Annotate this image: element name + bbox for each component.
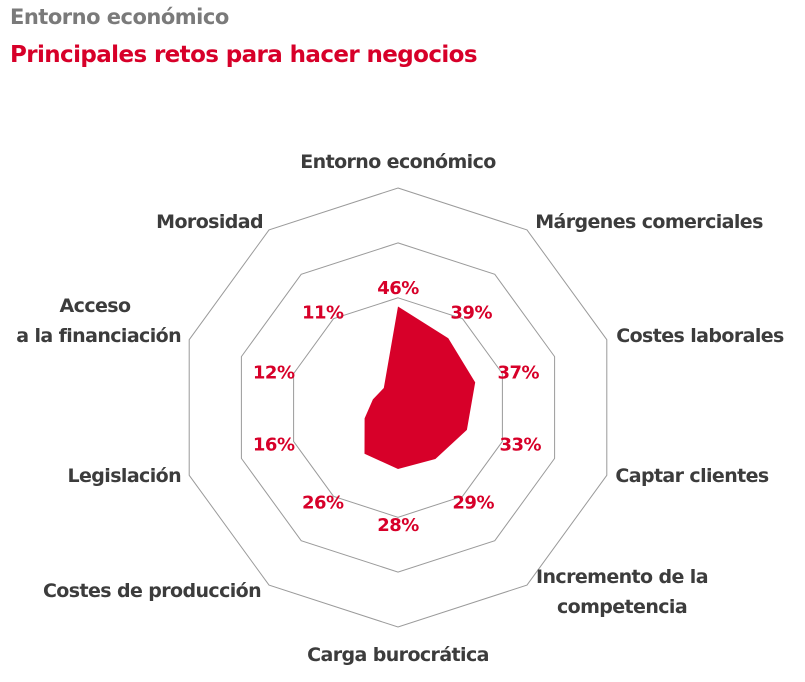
series-area [364,306,476,469]
chart-title: Principales retos para hacer negocios [10,42,478,68]
value-label: 29% [452,493,494,514]
axis-label: Legislación [67,465,181,487]
axis-label: Costes laborales [616,325,784,347]
value-label: 26% [302,493,344,514]
grid-ring-100 [188,187,608,628]
data-layer [364,306,476,469]
axis-label: Carga burocrática [307,644,489,666]
axis-label: Captar clientes [615,465,769,487]
axis-labels: Entorno económico Márgenes comerciales Cos… [16,151,784,666]
value-label: 46% [377,278,419,299]
value-label: 16% [253,435,295,456]
value-label: 28% [377,515,419,536]
axis-label: Incremento de la competencia [536,566,708,618]
value-label: 12% [253,362,295,383]
value-label: 39% [450,303,492,324]
grid-ring-50 [293,297,503,518]
grid-layer [188,187,608,628]
grid-ring-75 [240,242,556,573]
value-label: 37% [498,362,540,383]
value-labels: 46% 39% 37% 33% 29% 28% 26% 16% 12% 11% [253,278,542,536]
axis-label: Acceso a la financiación [16,295,181,347]
value-label: 11% [302,303,344,324]
value-label: 33% [500,435,542,456]
axis-label: Márgenes comerciales [535,211,763,233]
section-title: Entorno económico [10,5,229,29]
axis-label: Entorno económico [300,151,496,173]
axis-label: Morosidad [156,211,263,233]
axis-label: Costes de producción [43,580,261,602]
